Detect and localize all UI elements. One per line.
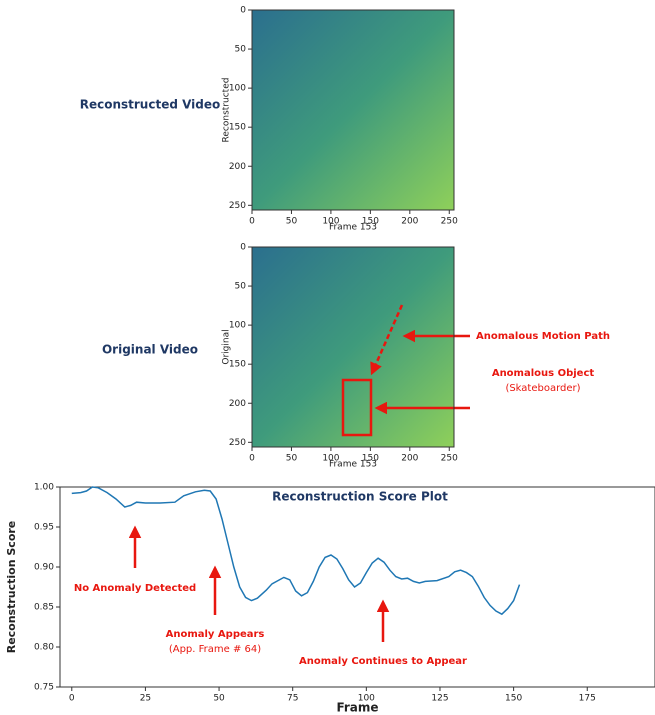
annotation: (Skateboarder) <box>505 383 580 394</box>
y-tick-label: 0.80 <box>34 643 54 653</box>
x-tick-label: 250 <box>441 454 458 464</box>
y-tick-label: 0.75 <box>34 683 54 693</box>
annotation: (App. Frame # 64) <box>169 644 261 655</box>
x-tick-label: 50 <box>286 454 298 464</box>
x-tick-label: 50 <box>286 217 298 227</box>
x-axis-label: Frame 153 <box>329 223 377 233</box>
x-tick-label: 150 <box>505 694 522 704</box>
y-axis-label: Original <box>222 329 232 364</box>
x-tick-label: 75 <box>287 694 298 704</box>
annotation: Anomaly Continues to Appear <box>299 656 467 667</box>
y-tick-label: 0.95 <box>34 523 54 533</box>
y-tick-label: 0 <box>240 243 246 253</box>
x-tick-label: 0 <box>249 217 255 227</box>
x-tick-label: 250 <box>441 217 458 227</box>
x-axis-label: Frame 153 <box>329 460 377 470</box>
annotation: Anomalous Object <box>492 368 595 379</box>
annotation: Anomaly Appears <box>166 629 265 640</box>
x-tick-label: 200 <box>401 454 418 464</box>
x-tick-label: 50 <box>213 694 225 704</box>
y-tick-label: 0.85 <box>34 603 54 613</box>
y-tick-label: 50 <box>235 282 247 292</box>
y-tick-label: 50 <box>235 45 247 55</box>
y-tick-label: 1.00 <box>34 483 54 493</box>
chart-title: Reconstruction Score Plot <box>272 490 448 504</box>
y-tick-label: 200 <box>229 399 246 409</box>
y-axis-label: Reconstructed <box>222 78 232 143</box>
y-tick-label: 0 <box>240 6 246 16</box>
annotation: Anomalous Motion Path <box>476 331 610 342</box>
x-axis-label: Frame <box>336 701 378 715</box>
x-tick-label: 200 <box>401 217 418 227</box>
video-frame <box>252 247 454 447</box>
y-tick-label: 100 <box>229 321 246 331</box>
x-tick-label: 125 <box>431 694 448 704</box>
video-frame <box>252 10 454 210</box>
x-tick-label: 0 <box>249 454 255 464</box>
line <box>72 487 520 614</box>
panel-label: Original Video <box>102 343 198 357</box>
panel-label: Reconstructed Video <box>80 98 221 112</box>
annotation: No Anomaly Detected <box>74 583 196 594</box>
x-tick-label: 0 <box>69 694 75 704</box>
y-tick-label: 200 <box>229 162 246 172</box>
x-tick-label: 175 <box>579 694 596 704</box>
y-tick-label: 250 <box>229 438 246 448</box>
x-tick-label: 25 <box>140 694 151 704</box>
y-axis-label: Reconstruction Score <box>5 521 18 654</box>
figure: Reconstructed Video Original Video Anoma… <box>0 0 655 715</box>
y-tick-label: 0.90 <box>34 563 54 573</box>
y-tick-label: 250 <box>229 201 246 211</box>
